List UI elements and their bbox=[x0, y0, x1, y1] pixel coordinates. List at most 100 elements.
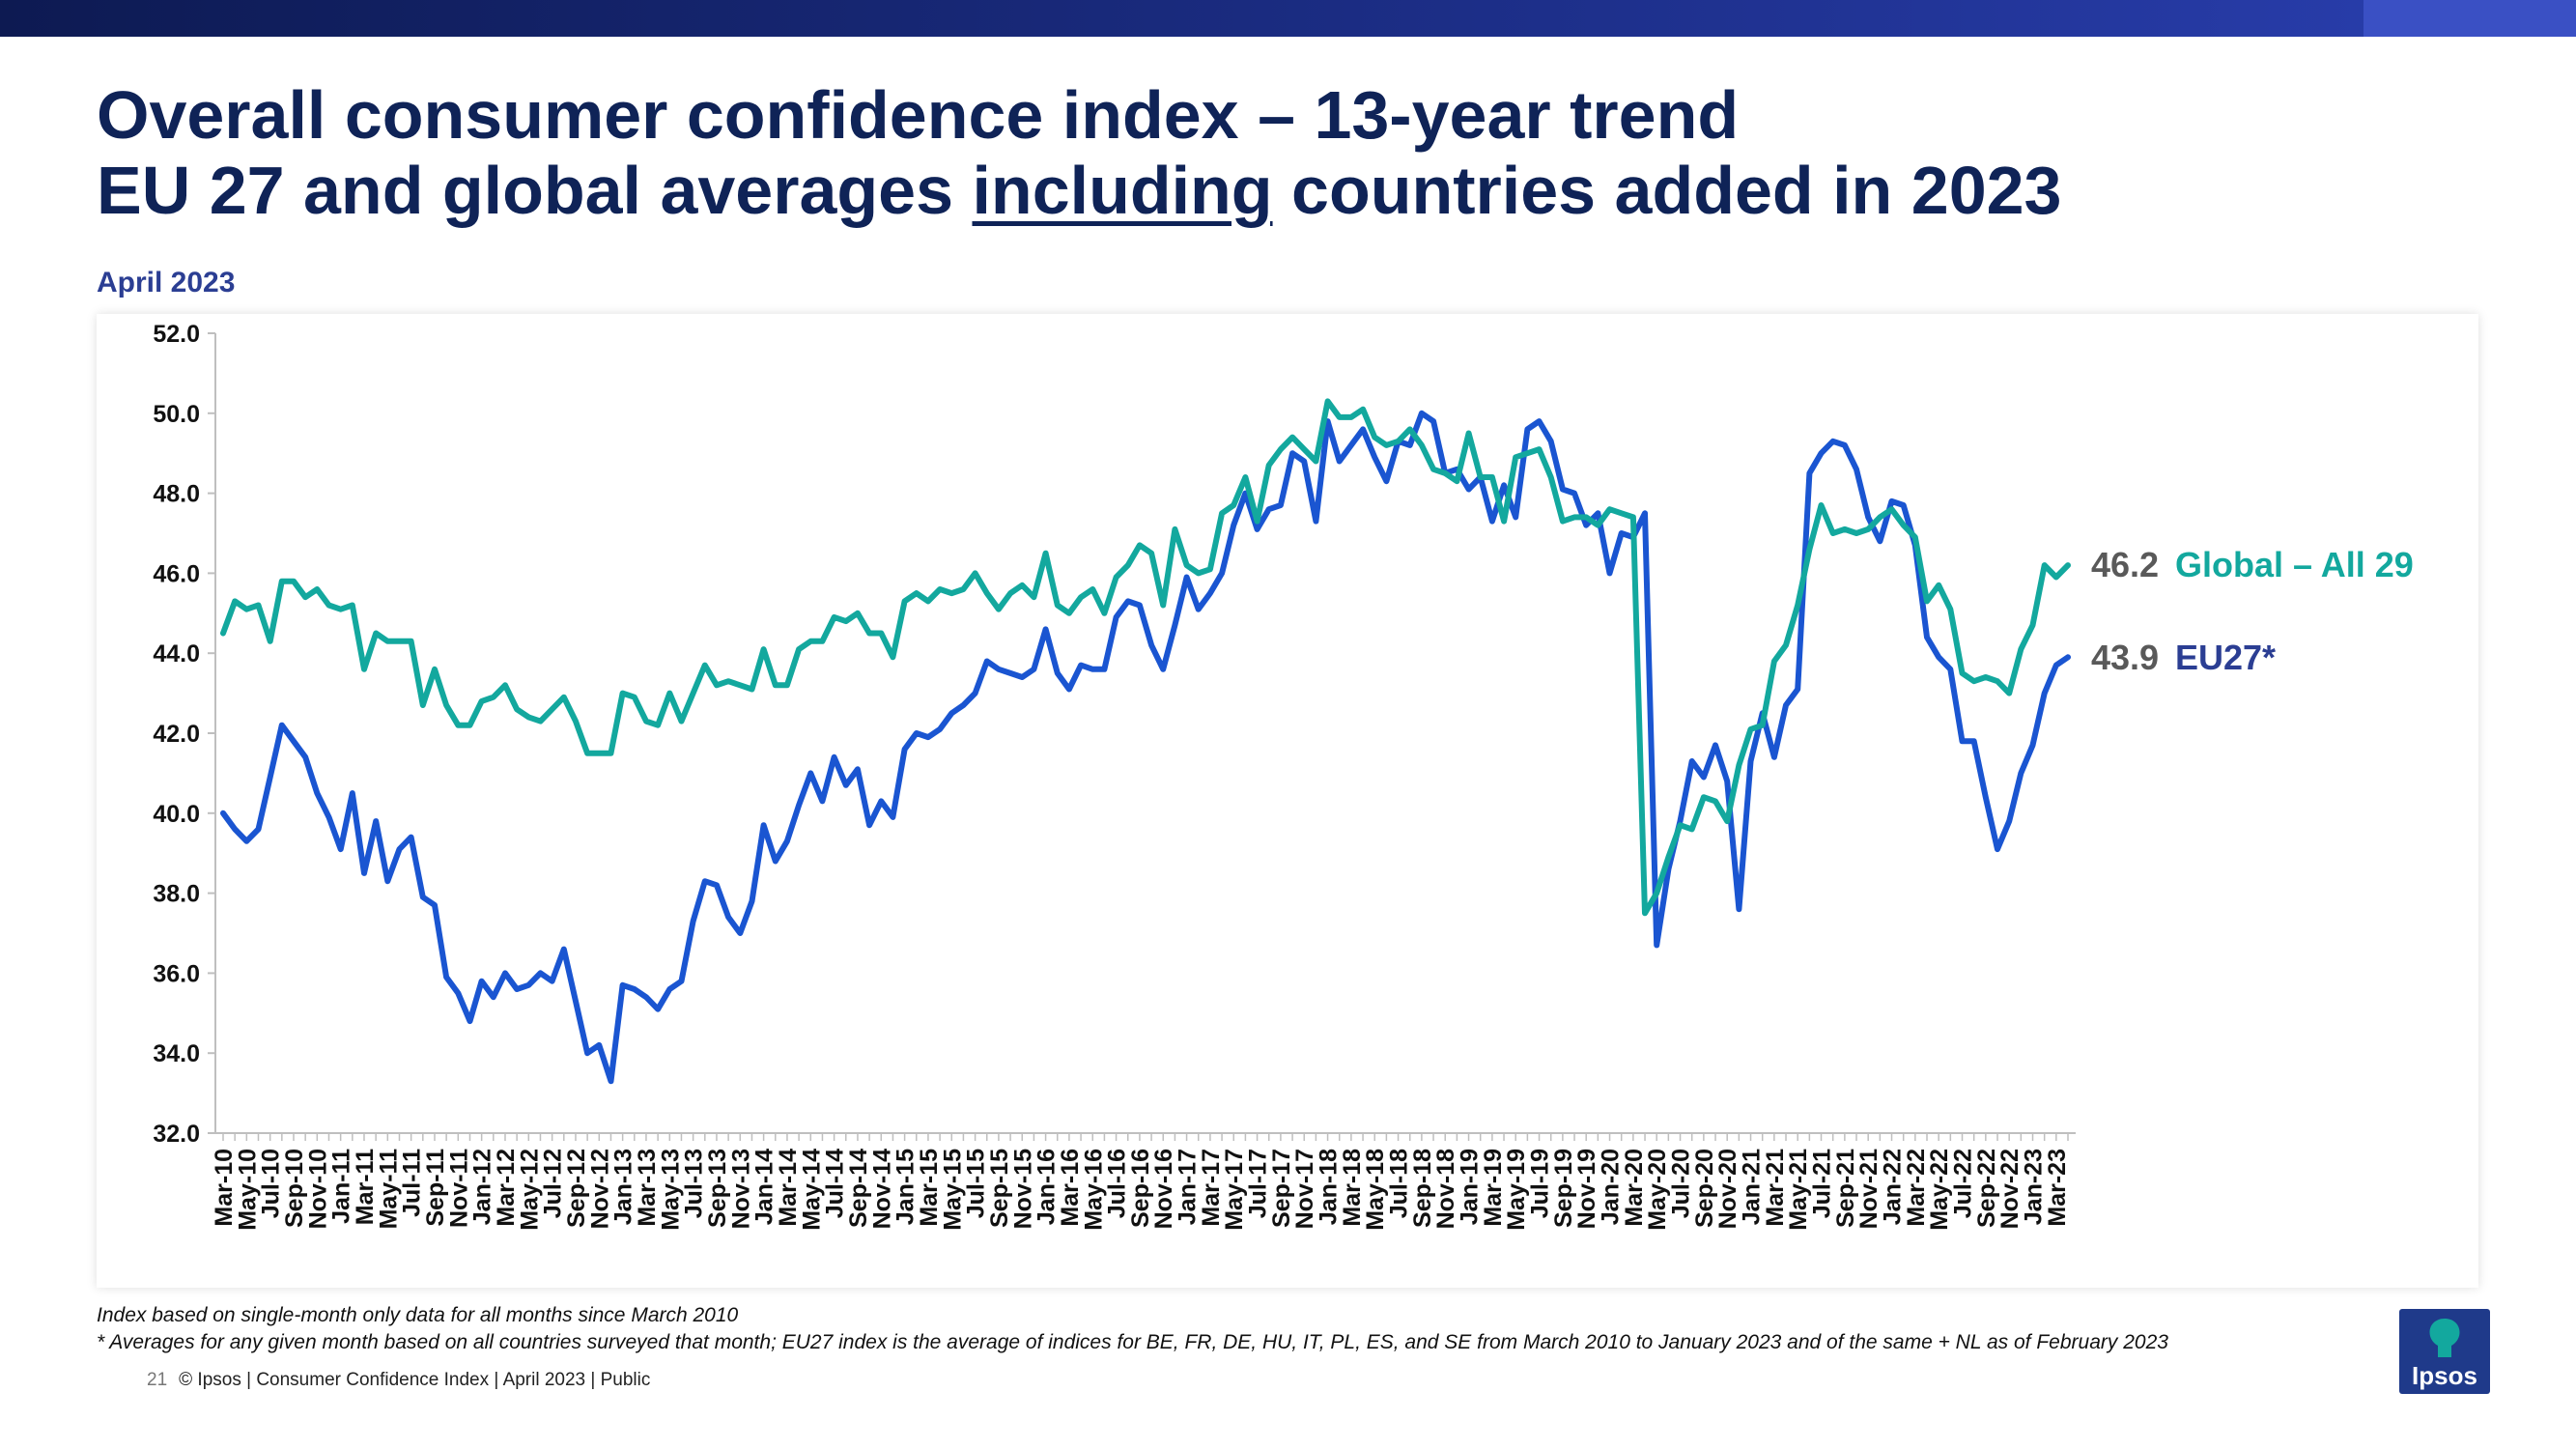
eu27-series-label: EU27* bbox=[2175, 638, 2276, 677]
x-tick-label: Jul-15 bbox=[963, 1149, 990, 1218]
x-tick-label: Jul-17 bbox=[1245, 1149, 1272, 1218]
x-tick-label: Nov-15 bbox=[1009, 1149, 1036, 1229]
x-tick-label: Mar-19 bbox=[1480, 1149, 1507, 1227]
x-tick-label: Mar-14 bbox=[775, 1149, 802, 1227]
x-tick-label: May-15 bbox=[939, 1149, 966, 1231]
x-tick-label: Mar-15 bbox=[916, 1149, 943, 1227]
x-tick-label: Sep-11 bbox=[422, 1149, 449, 1227]
x-tick-label: Nov-17 bbox=[1291, 1149, 1318, 1229]
y-tick-label: 32.0 bbox=[153, 1121, 200, 1148]
top-banner-accent bbox=[2364, 0, 2576, 37]
footer-text: © Ipsos | Consumer Confidence Index | Ap… bbox=[179, 1370, 651, 1390]
x-tick-label: Mar-22 bbox=[1903, 1149, 1930, 1227]
x-tick-label: Mar-13 bbox=[634, 1149, 661, 1227]
x-tick-label: May-20 bbox=[1644, 1149, 1671, 1231]
x-tick-label: Jan-14 bbox=[751, 1149, 778, 1225]
x-tick-label: Jan-23 bbox=[2021, 1149, 2048, 1225]
y-tick-label: 48.0 bbox=[153, 481, 200, 508]
x-tick-label: Jan-19 bbox=[1457, 1149, 1484, 1225]
footnote-1: Index based on single-month only data fo… bbox=[97, 1304, 739, 1326]
x-tick-label: Mar-17 bbox=[1198, 1149, 1225, 1227]
y-tick-label: 40.0 bbox=[153, 801, 200, 828]
footer: 21 © Ipsos | Consumer Confidence Index | … bbox=[147, 1370, 650, 1391]
logo-text: Ipsos bbox=[2412, 1361, 2477, 1390]
x-tick-label: May-10 bbox=[234, 1149, 261, 1231]
x-tick-label: Sep-15 bbox=[986, 1149, 1013, 1228]
x-tick-label: Sep-21 bbox=[1832, 1149, 1859, 1228]
x-tick-label: May-21 bbox=[1785, 1149, 1812, 1231]
x-tick-label: Nov-16 bbox=[1150, 1149, 1177, 1229]
x-tick-label: Sep-13 bbox=[704, 1149, 731, 1228]
chart-subtitle: April 2023 bbox=[97, 267, 236, 298]
x-tick-label: Sep-20 bbox=[1691, 1149, 1718, 1228]
x-tick-label: May-14 bbox=[798, 1149, 825, 1231]
y-tick-label: 38.0 bbox=[153, 881, 200, 908]
y-axis: 32.0 34.0 36.0 38.0 40.0 42.0 44.0 46.0 48.0 50.0… bbox=[153, 321, 216, 1148]
x-tick-label: May-16 bbox=[1080, 1149, 1107, 1231]
x-tick-label: Sep-22 bbox=[1973, 1149, 2000, 1228]
y-tick-label: 36.0 bbox=[153, 960, 200, 987]
y-tick-label: 44.0 bbox=[153, 640, 200, 668]
x-tick-label: Jan-16 bbox=[1033, 1149, 1061, 1225]
x-tick-label: Jan-13 bbox=[610, 1149, 637, 1225]
x-tick-label: Sep-17 bbox=[1268, 1149, 1295, 1228]
x-tick-label: Sep-10 bbox=[281, 1149, 308, 1228]
x-tick-label: Jul-13 bbox=[681, 1149, 708, 1218]
x-tick-label: May-12 bbox=[516, 1149, 543, 1231]
x-tick-label: Sep-18 bbox=[1409, 1149, 1436, 1228]
y-tick-label: 34.0 bbox=[153, 1040, 200, 1067]
eu27-end-value: 43.9 bbox=[2091, 638, 2159, 677]
x-tick-label: Nov-14 bbox=[868, 1149, 895, 1229]
x-tick-label: May-11 bbox=[375, 1149, 402, 1229]
x-tick-label: Nov-13 bbox=[727, 1149, 754, 1229]
ipsos-logo: Ipsos bbox=[2399, 1309, 2490, 1394]
x-tick-label: Jan-18 bbox=[1316, 1149, 1343, 1225]
x-tick-label: Jan-15 bbox=[892, 1149, 920, 1225]
x-tick-label: Nov-20 bbox=[1714, 1149, 1741, 1229]
x-tick-label: Nov-12 bbox=[586, 1149, 613, 1229]
x-tick-label: May-17 bbox=[1221, 1149, 1248, 1231]
x-tick-label: Jan-20 bbox=[1598, 1149, 1625, 1225]
x-tick-label: Jul-20 bbox=[1668, 1149, 1695, 1218]
x-tick-label: Jul-10 bbox=[258, 1149, 285, 1218]
title-line-2-end: countries added in 2023 bbox=[1272, 153, 2062, 228]
x-tick-label: Mar-10 bbox=[211, 1149, 238, 1227]
x-tick-label: Mar-18 bbox=[1339, 1149, 1366, 1227]
x-tick-label: May-18 bbox=[1362, 1149, 1389, 1231]
top-banner bbox=[0, 0, 2576, 37]
y-tick-label: 42.0 bbox=[153, 721, 200, 748]
x-tick-label: Jan-17 bbox=[1175, 1149, 1202, 1225]
x-tick-label: Nov-21 bbox=[1855, 1149, 1882, 1229]
x-tick-label: Nov-18 bbox=[1432, 1149, 1459, 1229]
x-tick-label: Jul-14 bbox=[822, 1149, 849, 1218]
footnotes: Index based on single-month only data fo… bbox=[97, 1302, 2168, 1356]
x-tick-label: Jan-12 bbox=[469, 1149, 496, 1225]
global-end-value: 46.2 bbox=[2091, 545, 2159, 584]
x-tick-label: Sep-14 bbox=[845, 1149, 872, 1228]
x-tick-label: Mar-21 bbox=[1762, 1149, 1789, 1227]
x-tick-label: Sep-19 bbox=[1550, 1149, 1577, 1228]
page-title: Overall consumer confidence index – 13-y… bbox=[97, 77, 2062, 228]
x-tick-label: Mar-23 bbox=[2044, 1149, 2071, 1227]
title-line-1: Overall consumer confidence index – 13-y… bbox=[97, 77, 1740, 153]
end-labels: 46.2 Global – All 29 43.9 EU27* bbox=[2091, 545, 2414, 677]
x-tick-label: Jul-12 bbox=[540, 1149, 567, 1218]
x-tick-label: Jan-22 bbox=[1880, 1149, 1907, 1225]
x-axis: Mar-10May-10Jul-10Sep-10Nov-10Jan-11Mar-… bbox=[211, 1132, 2076, 1231]
title-underlined-word: including bbox=[972, 153, 1273, 228]
global-series-label: Global – All 29 bbox=[2175, 545, 2414, 584]
x-tick-label: Mar-16 bbox=[1057, 1149, 1084, 1227]
x-tick-label: Nov-19 bbox=[1573, 1149, 1600, 1229]
title-line-2-start: EU 27 and global averages bbox=[97, 153, 973, 228]
x-tick-label: Mar-20 bbox=[1621, 1149, 1648, 1227]
x-tick-label: Nov-10 bbox=[304, 1149, 331, 1229]
x-tick-label: May-19 bbox=[1503, 1149, 1530, 1231]
global-series-line bbox=[220, 398, 2071, 917]
x-tick-label: Sep-16 bbox=[1127, 1149, 1154, 1228]
y-tick-label: 46.0 bbox=[153, 560, 200, 587]
x-tick-label: Jul-16 bbox=[1104, 1149, 1131, 1218]
x-tick-label: Sep-12 bbox=[563, 1149, 590, 1228]
line-chart: 32.0 34.0 36.0 38.0 40.0 42.0 44.0 46.0 48.0 50.0… bbox=[153, 321, 2414, 1231]
x-tick-label: Mar-11 bbox=[352, 1149, 379, 1225]
x-tick-label: Jan-21 bbox=[1739, 1149, 1766, 1225]
